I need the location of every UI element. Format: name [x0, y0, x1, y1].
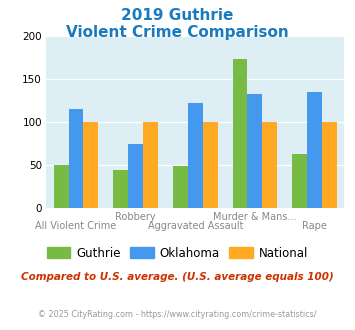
- Bar: [307, 92, 322, 208]
- Bar: [292, 154, 307, 208]
- Bar: [203, 122, 218, 208]
- Bar: [188, 103, 203, 208]
- Text: Murder & Mans...: Murder & Mans...: [213, 212, 297, 222]
- Text: Violent Crime Comparison: Violent Crime Comparison: [66, 25, 289, 40]
- Bar: [128, 144, 143, 208]
- Text: Robbery: Robbery: [115, 212, 156, 222]
- Bar: [247, 94, 262, 208]
- Bar: [54, 165, 69, 208]
- Text: Rape: Rape: [302, 221, 327, 231]
- Bar: [69, 109, 83, 208]
- Bar: [83, 122, 98, 208]
- Bar: [173, 166, 188, 208]
- Text: Compared to U.S. average. (U.S. average equals 100): Compared to U.S. average. (U.S. average …: [21, 272, 334, 282]
- Text: © 2025 CityRating.com - https://www.cityrating.com/crime-statistics/: © 2025 CityRating.com - https://www.city…: [38, 310, 317, 319]
- Bar: [143, 122, 158, 208]
- Text: Aggravated Assault: Aggravated Assault: [147, 221, 243, 231]
- Bar: [262, 122, 277, 208]
- Legend: Guthrie, Oklahoma, National: Guthrie, Oklahoma, National: [42, 242, 313, 264]
- Bar: [322, 122, 337, 208]
- Text: 2019 Guthrie: 2019 Guthrie: [121, 8, 234, 23]
- Bar: [233, 59, 247, 208]
- Text: All Violent Crime: All Violent Crime: [36, 221, 116, 231]
- Bar: [113, 170, 128, 208]
